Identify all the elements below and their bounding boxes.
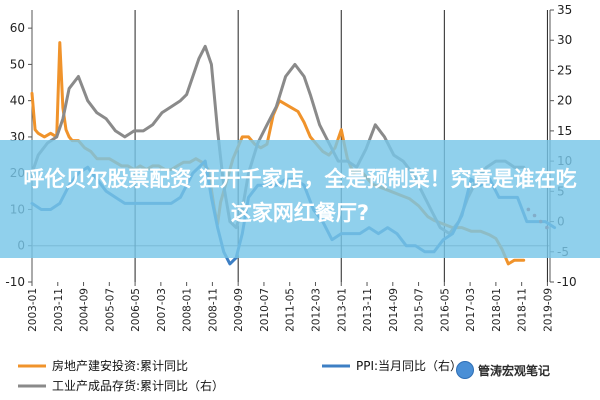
- right-tick-label: 35: [557, 3, 572, 17]
- x-tick-label: 2016-05: [439, 288, 451, 332]
- headline-text[interactable]: 呼伦贝尔股票配资 狂开千家店，全是预制菜！究竟是谁在吃这家网红餐厅?: [23, 167, 577, 225]
- x-tick-label: 2018-01: [491, 288, 503, 332]
- x-tick-label: 2018-11: [517, 288, 529, 332]
- right-tick-label: 15: [557, 124, 572, 138]
- left-tick-label: -10: [5, 275, 25, 289]
- wechat-logo-icon: [456, 361, 474, 379]
- right-tick-label: 30: [557, 33, 572, 47]
- x-tick-label: 2013-11: [362, 288, 374, 332]
- x-tick-label: 2008-01: [182, 288, 194, 332]
- x-tick-label: 2013-01: [336, 288, 348, 332]
- right-tick-label: 20: [557, 94, 572, 108]
- x-tick-label: 2006-05: [130, 288, 142, 332]
- x-tick-label: 2008-11: [207, 288, 219, 332]
- x-tick-label: 2007-03: [156, 288, 168, 332]
- left-tick-label: 50: [10, 57, 25, 71]
- right-tick-label: -10: [557, 275, 577, 289]
- x-tick-label: 2011-05: [285, 288, 297, 332]
- x-tick-label: 2017-03: [465, 288, 477, 332]
- x-tick-label: 2003-11: [53, 288, 65, 332]
- left-tick-label: 40: [10, 94, 25, 108]
- legend-label-2: PPI:当月同比（右）: [356, 358, 462, 373]
- x-tick-label: 2015-07: [414, 288, 426, 332]
- legend-label-3: 工业产成品存货:累计同比（右）: [52, 378, 224, 393]
- x-tick-label: 2003-01: [27, 288, 39, 332]
- headline-banner: [0, 140, 600, 258]
- right-tick-label: 25: [557, 63, 572, 77]
- watermark-text: 管涛宏观笔记: [478, 363, 551, 378]
- x-tick-label: 2010-07: [259, 288, 271, 332]
- x-tick-label: 2012-03: [310, 288, 322, 332]
- watermark: 管涛宏观笔记: [456, 360, 550, 380]
- legend-label-1: 房地产建安投资:累计同比: [52, 358, 188, 373]
- x-tick-label: 2019-09: [542, 288, 554, 332]
- x-tick-label: 2014-09: [388, 288, 400, 332]
- x-tick-label: 2009-09: [233, 288, 245, 332]
- left-tick-label: 60: [10, 21, 25, 35]
- x-tick-label: 2004-09: [79, 288, 91, 332]
- x-tick-label: 2005-07: [104, 288, 116, 332]
